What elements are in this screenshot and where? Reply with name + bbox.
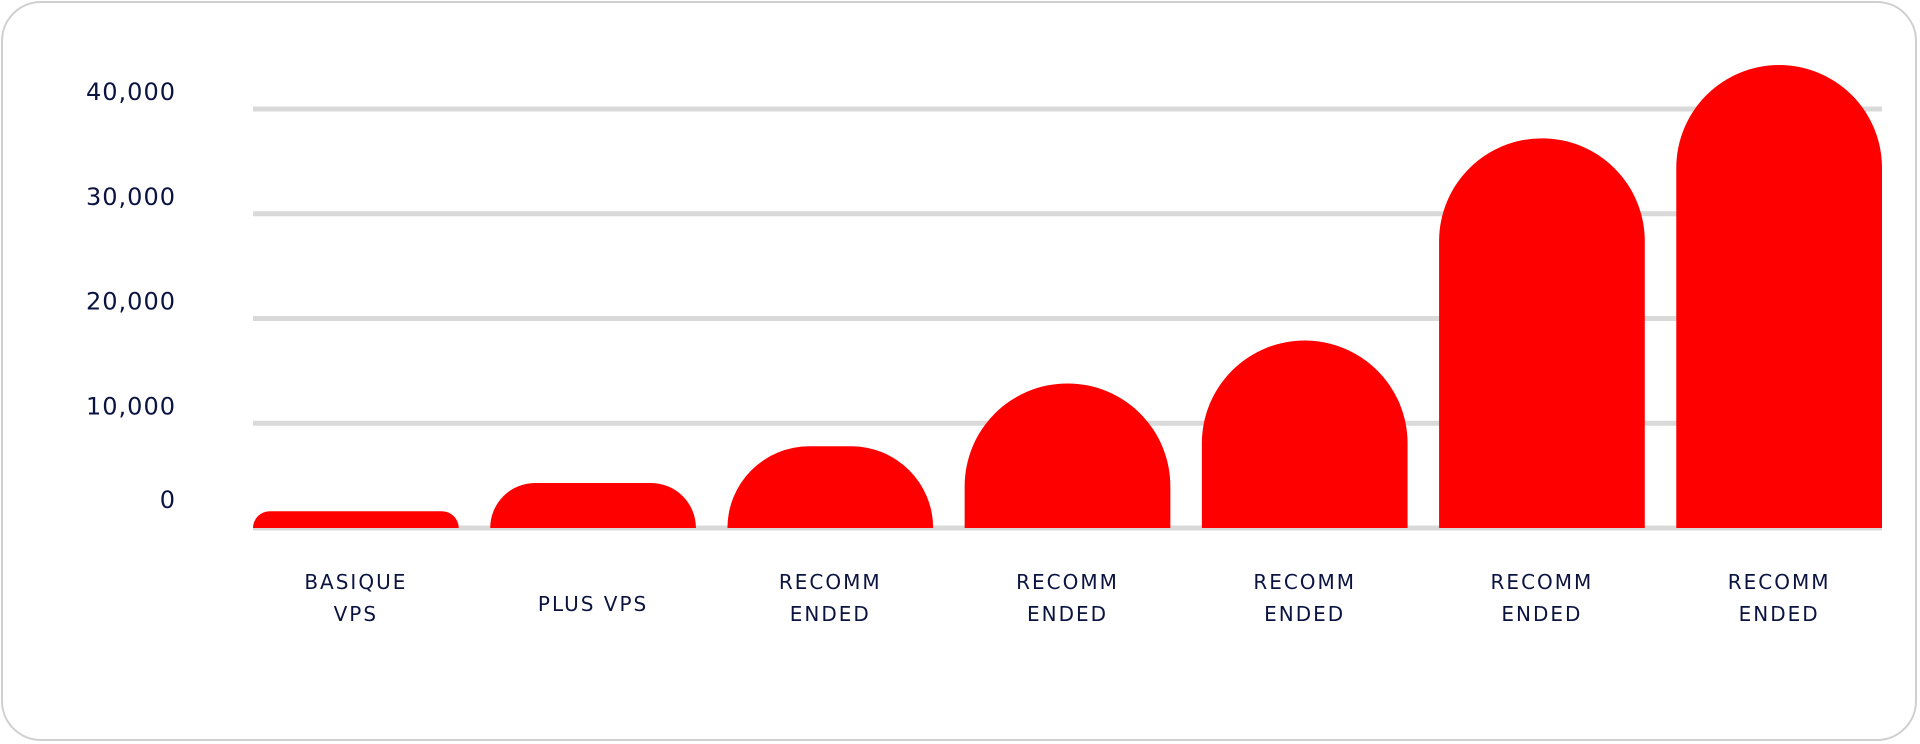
gridline — [253, 106, 1882, 112]
bar — [253, 511, 459, 528]
x-tick-label: RECOMM ENDED — [1253, 570, 1357, 626]
y-tick-label: 10,000 — [86, 392, 176, 420]
bar — [1676, 65, 1882, 528]
x-tick-label: RECOMM ENDED — [1490, 570, 1594, 626]
x-tick-label: RECOMM ENDED — [1727, 570, 1831, 626]
bar — [1201, 340, 1408, 528]
y-tick-label: 30,000 — [86, 183, 176, 211]
y-tick-label: 20,000 — [86, 288, 176, 316]
x-tick-label: RECOMM ENDED — [1016, 570, 1119, 626]
bar — [1439, 138, 1645, 528]
gridline — [253, 316, 1882, 321]
bar — [490, 482, 696, 528]
bar — [964, 383, 1171, 528]
x-tick-label: BASIQUE VPS — [304, 570, 408, 626]
x-tick-label: RECOMM ENDED — [778, 570, 882, 626]
x-tick-label: PLUS VPS — [537, 592, 649, 616]
y-tick-label: 40,000 — [86, 78, 176, 106]
y-tick-label: 0 — [160, 486, 176, 514]
gridline — [253, 211, 1882, 217]
bar — [727, 446, 934, 528]
